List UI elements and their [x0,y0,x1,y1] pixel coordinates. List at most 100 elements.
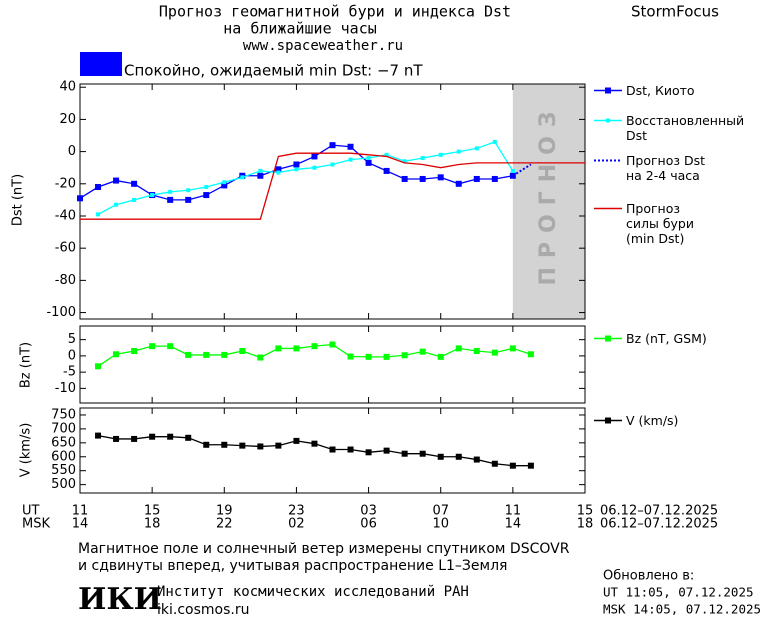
data-point [222,180,227,185]
plot-frame [79,83,586,320]
y-tick-label: -100 [46,305,76,320]
data-point [275,345,282,352]
y-axis-label: Dst (nT) [11,174,26,226]
data-point [294,167,299,172]
data-point [95,184,102,191]
note: и сдвинуты вперед, учитывая распростране… [78,558,507,574]
data-point [257,354,264,361]
series-line [97,434,531,467]
data-point [185,351,192,358]
data-point [257,443,264,450]
data-point [150,193,155,198]
data-point [527,351,534,358]
x-tick-label: 11 [505,504,522,519]
x-tick-label: 07 [432,504,449,519]
site: iki.cosmos.ru [157,602,249,618]
x-tick-label: 18 [577,517,594,532]
data-point [113,177,120,184]
x-tick-label: 15 [577,504,594,519]
status-box [80,52,122,76]
data-point [131,435,138,442]
x-tick-label: 02 [288,517,305,532]
msk-dates: 06.12–07.12.2025 [600,517,718,532]
updated-msk: MSK 14:05, 07.12.2025 [603,602,760,617]
data-point [437,353,444,360]
data-point [401,175,408,182]
data-point [347,143,354,150]
y-axis-label: Bz (nT) [19,342,34,388]
data-point [167,196,174,203]
data-point [168,189,173,194]
legend-label: Восстановленный Dst [626,113,745,143]
data-point [131,348,138,355]
y-tick-label: -5 [63,365,76,380]
data-point [221,182,228,189]
y-tick-label: 5 [68,332,76,347]
data-point [455,345,462,352]
legend-marker [606,118,610,123]
x-tick-label: 06 [360,517,377,532]
data-point [204,185,209,190]
data-point [293,161,300,168]
data-point [77,195,83,202]
data-point [527,462,534,469]
data-point [239,348,246,355]
x-tick-label: 14 [505,517,522,532]
data-point [329,341,336,348]
msk-label: MSK [22,517,50,532]
x-tick-label: 18 [144,517,161,532]
forecast-label: ПРОГНОЗ [536,102,561,285]
data-point [437,453,444,460]
data-point [402,159,407,164]
data-point [203,441,210,448]
data-point [455,180,462,187]
data-point [420,156,425,161]
series-line [512,163,532,177]
data-point [347,353,354,360]
title: Прогноз геомагнитной бури и индекса Dst [159,3,511,21]
data-point [383,167,390,174]
ut-label: UT [22,504,40,519]
data-point [132,197,137,202]
y-tick-label: -40 [55,208,76,223]
data-point [311,343,318,350]
y-tick-label: 500 [51,477,76,492]
note: Магнитное поле и солнечный ветер измерен… [78,541,570,557]
data-point [186,188,191,193]
data-point [329,142,336,149]
y-tick-label: 550 [51,463,76,478]
brand: StormFocus [631,3,719,21]
title: на ближайшие часы [223,20,377,38]
data-point [438,152,443,157]
y-tick-label: 0 [68,144,76,159]
data-point [113,351,120,358]
data-point [437,174,444,181]
data-point [96,212,101,217]
legend-label: Dst, Киото [626,83,695,98]
data-point [473,175,480,182]
data-point [293,437,300,444]
forecast-zone [512,84,585,319]
y-tick-label: -10 [55,381,76,396]
data-point [95,432,102,439]
y-tick-label: -80 [55,273,76,288]
legend-label: Прогноз Dst на 2-4 часа [626,153,706,183]
data-point [95,363,102,370]
data-point [330,162,335,167]
plot-frame [79,325,586,404]
data-point [149,433,156,440]
data-point [257,172,264,179]
data-point [203,192,210,199]
data-point [167,433,174,440]
data-point [149,343,156,350]
data-point [383,353,390,360]
data-point [275,442,282,449]
data-point [366,156,371,161]
y-tick-label: 0 [68,348,76,363]
data-point [275,166,282,173]
y-tick-label: 750 [51,407,76,422]
x-tick-label: 19 [216,504,233,519]
legend-label: Прогноз силы бури (min Dst) [626,201,694,246]
